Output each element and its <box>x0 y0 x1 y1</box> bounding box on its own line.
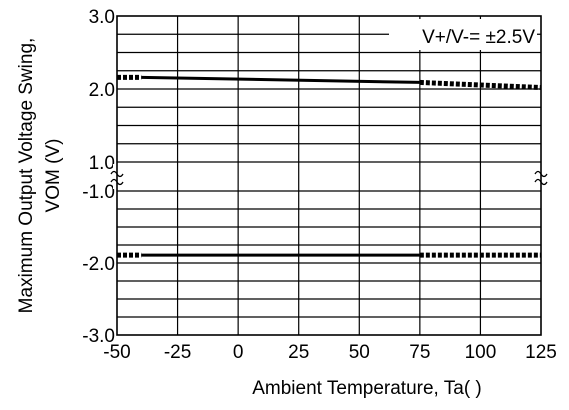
x-tick-label: -50 <box>103 342 130 363</box>
x-tick-label: 50 <box>349 342 370 363</box>
y-tick-label: -2.0 <box>82 254 115 275</box>
annotation-background <box>389 19 537 50</box>
tick-labels: -50 -25 0 25 50 75 100 125 3.0 2.0 1.0 -1.0 -2.0 -3.0 <box>82 7 557 363</box>
series <box>117 74 542 258</box>
x-tick-label: 25 <box>288 342 309 363</box>
series-line-dotted <box>419 79 542 91</box>
x-axis-label: Ambient Temperature, Ta( ) <box>252 378 482 399</box>
y-tick-label: -1.0 <box>82 182 115 203</box>
y-tick-label: -3.0 <box>82 326 115 347</box>
x-tick-label: 75 <box>409 342 430 363</box>
series-line-solid <box>141 75 420 84</box>
x-tick-label: -25 <box>164 342 191 363</box>
plot-frame <box>116 15 542 336</box>
y-tick-label: 1.0 <box>89 153 115 174</box>
x-tick-label: 0 <box>233 342 244 363</box>
supply-voltage-annotation: V+/V-= ±2.5V <box>422 27 535 48</box>
x-tick-label: 100 <box>465 342 497 363</box>
axis-break-marks <box>110 164 548 189</box>
y-tick-label: 2.0 <box>89 80 115 101</box>
grid <box>117 16 541 335</box>
y-axis-label-line1: Maximum Output Voltage Swing, <box>16 38 37 314</box>
y-axis-label-line2: VOM (V) <box>43 139 64 213</box>
x-tick-label: 125 <box>525 342 557 363</box>
y-tick-label: 3.0 <box>89 7 115 28</box>
